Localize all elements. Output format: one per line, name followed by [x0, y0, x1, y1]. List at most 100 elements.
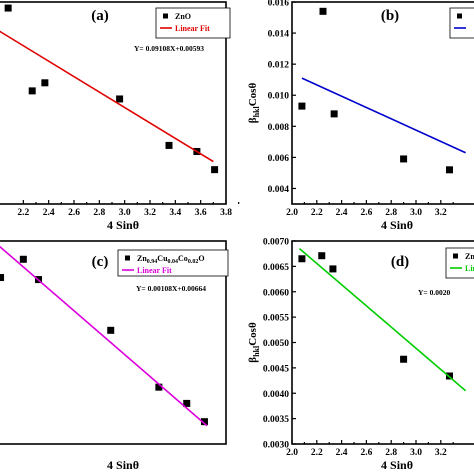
panel-label: (a)	[91, 8, 109, 24]
legend-subscript: 0.94	[147, 259, 158, 265]
legend-box	[155, 7, 231, 39]
data-point	[19, 255, 27, 263]
legend-entry-label: Linea	[465, 264, 474, 273]
y-tick-label: 0.0040	[263, 390, 289, 400]
fit-line	[301, 77, 466, 154]
legend-box	[117, 249, 229, 277]
y-tick-label: 0.0035	[263, 415, 289, 425]
y-axis-label-rest: Cosθ	[247, 83, 259, 107]
data-point	[400, 355, 408, 363]
x-tick-label: 2.6	[360, 448, 372, 458]
legend-point-swatch	[457, 13, 462, 19]
y-tick-label: 0.0050	[263, 339, 289, 349]
plot-area	[0, 245, 208, 427]
y-tick-label: 0.0065	[263, 263, 289, 273]
data-point	[107, 326, 115, 334]
y-axis-label-main: β	[247, 117, 259, 123]
legend-entry-label: Zn0.94Cu0.04Co0.02O	[137, 254, 205, 265]
legend-box	[449, 7, 474, 39]
x-tick-label: 2.6	[360, 208, 372, 218]
x-tick-label: 2.6	[68, 208, 80, 218]
x-axis-label: 4 Sinθ	[381, 458, 413, 472]
legend-symbol: Co	[178, 254, 188, 263]
x-tick-label: 2.2	[311, 448, 323, 458]
data-point	[41, 79, 49, 87]
x-axis-label: 4 Sinθ	[107, 218, 139, 232]
x-tick-label: 3.0	[119, 208, 131, 218]
x-tick-label: 2.8	[385, 448, 397, 458]
y-tick-label: 0.004	[268, 185, 290, 195]
fit-equation: Y= 0.0020	[418, 288, 450, 297]
x-axis-label: 4 Sinθ	[381, 218, 413, 232]
panel-label: (c)	[92, 254, 109, 270]
x-tick-label: 2.4	[43, 208, 55, 218]
data-point	[298, 102, 306, 110]
data-point	[330, 110, 338, 118]
data-point	[183, 399, 191, 407]
x-tick-label: 2.0	[286, 208, 298, 218]
fit-equation: Y= 0.00108X+0.00664	[136, 284, 206, 293]
x-tick-label: 2.4	[336, 448, 348, 458]
y-tick-label: 0.0070	[263, 238, 289, 248]
data-point	[116, 95, 124, 103]
data-point	[28, 87, 36, 95]
x-tick-label: 2.4	[336, 208, 348, 218]
plot-area	[298, 7, 466, 174]
y-tick-label: 0.006	[268, 154, 290, 164]
y-axis-label: βhklCosθ	[247, 83, 261, 124]
legend-symbol: Zn	[137, 254, 147, 263]
y-tick-label: 0.0045	[263, 364, 289, 374]
legend-entry-label: Linear Fit	[175, 24, 210, 33]
legend-symbol: O	[198, 254, 204, 263]
fit-line	[0, 245, 208, 427]
x-tick-label: 2.8	[385, 208, 397, 218]
legend-subscript: 0.04	[168, 259, 179, 265]
y-axis-label-sub: hkl	[252, 345, 261, 357]
legend-point-swatch	[125, 255, 130, 261]
legend-point-swatch	[453, 253, 458, 259]
fit-line	[0, 30, 214, 163]
plot-area	[298, 248, 467, 392]
panel-b: 2.0 2.2 2.4 2.6 2.8 3.0 3.2 0.004 0.006 0.008 0.01…	[247, 0, 474, 232]
data-point	[0, 274, 5, 282]
legend: Zn Linea	[445, 247, 474, 279]
legend-box	[445, 247, 474, 279]
fit-line	[298, 248, 467, 392]
x-tick-label: 2.2	[17, 208, 29, 218]
data-point	[211, 166, 219, 174]
data-point	[400, 155, 408, 163]
panel-label: (b)	[381, 8, 399, 24]
x-tick-label: 3.0	[410, 208, 422, 218]
y-tick-label: 0.008	[268, 123, 290, 133]
data-point	[155, 383, 163, 391]
legend-entry-label: Linear Fit	[137, 266, 172, 275]
data-point	[4, 4, 12, 12]
x-tick-label: 2.2	[311, 208, 323, 218]
y-tick-label: 0.010	[268, 92, 290, 102]
y-tick-label: 0.0060	[263, 288, 289, 298]
panel-a: 2.2 2.4 2.6 2.8 3.0 3.2 3.4 3.6 3.8 4 Sinθ (a) ZnO L…	[0, 1, 240, 232]
panel-d: 2.0 2.2 2.4 2.6 2.8 3.0 3.2 0.0030 0.0035 0.0040 0…	[247, 238, 474, 472]
legend: ZnO Linear Fit	[155, 7, 231, 39]
x-tick-label: 3.2	[435, 448, 447, 458]
x-tick-label: 3.2	[144, 208, 156, 218]
x-tick-label: 3.8	[220, 208, 232, 218]
y-tick-label: 0.0030	[263, 441, 289, 451]
x-tick-label: 2.0	[286, 448, 298, 458]
panel-label: (d)	[391, 254, 409, 270]
y-axis-label-main: β	[247, 357, 259, 363]
y-axis-label-rest: Cosθ	[247, 322, 259, 346]
y-tick-label: 0.014	[268, 30, 290, 40]
y-tick-label: 0.0055	[263, 314, 289, 324]
y-axis-label: βhklCosθ	[247, 322, 261, 363]
fit-equation: Y= 0.09108X+0.00593	[134, 44, 204, 53]
x-tick-label: 3.0	[410, 448, 422, 458]
data-point	[329, 265, 337, 273]
data-point	[298, 255, 306, 263]
legend-point-swatch	[163, 13, 168, 19]
x-tick-label: 2.8	[93, 208, 105, 218]
y-axis-label-sub: hkl	[252, 106, 261, 118]
